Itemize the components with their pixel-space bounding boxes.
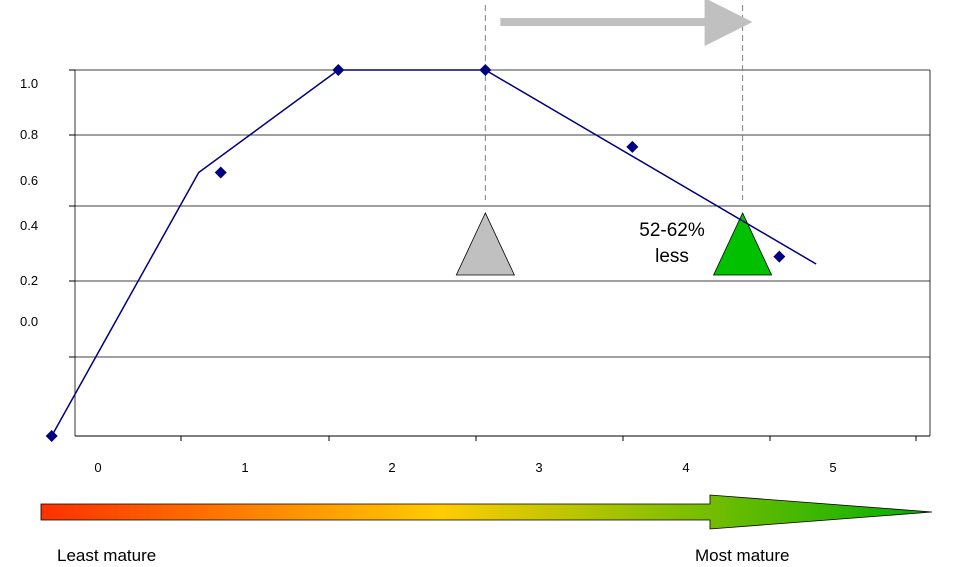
annotations: 52-62% less	[639, 220, 705, 267]
annotation-less: less	[655, 246, 689, 267]
series-point	[45, 430, 58, 442]
x-tick-label: 0	[94, 460, 101, 475]
x-tick-label: 3	[535, 460, 542, 475]
least-mature-label: Least mature	[57, 546, 157, 565]
x-tick-label: 4	[682, 460, 689, 475]
y-tick-label: 0.0	[20, 314, 38, 329]
maturity-gradient-arrow	[40, 494, 933, 530]
y-tick-label: 1.0	[20, 76, 38, 91]
y-tick-label: 0.6	[20, 173, 38, 188]
triangle-markers	[455, 212, 773, 276]
guide-lines	[484, 0, 753, 200]
series	[45, 64, 817, 442]
x-tick-label: 1	[241, 460, 248, 475]
x-tick-label: 2	[388, 460, 395, 475]
y-tick-label: 0.4	[20, 218, 38, 233]
series-line	[51, 69, 817, 437]
series-point	[626, 140, 639, 153]
gray-triangle-marker	[455, 212, 515, 276]
x-tick-label: 5	[829, 460, 836, 475]
series-point	[214, 166, 227, 179]
axes	[69, 69, 930, 441]
y-tick-label: 0.2	[20, 273, 38, 288]
green-triangle-marker	[712, 212, 773, 276]
series-point	[479, 64, 492, 76]
annotation-percent: 52-62%	[639, 220, 705, 241]
most-mature-label: Most mature	[695, 546, 790, 565]
tick-labels: 0 1 2 3 4 5 1.0 0.8 0.6 0.4 0.2 0.0	[20, 76, 837, 475]
gridlines	[74, 69, 931, 436]
series-point	[773, 250, 786, 263]
series-point	[332, 64, 345, 76]
maturity-scale	[40, 494, 933, 530]
y-tick-label: 0.8	[20, 127, 38, 142]
